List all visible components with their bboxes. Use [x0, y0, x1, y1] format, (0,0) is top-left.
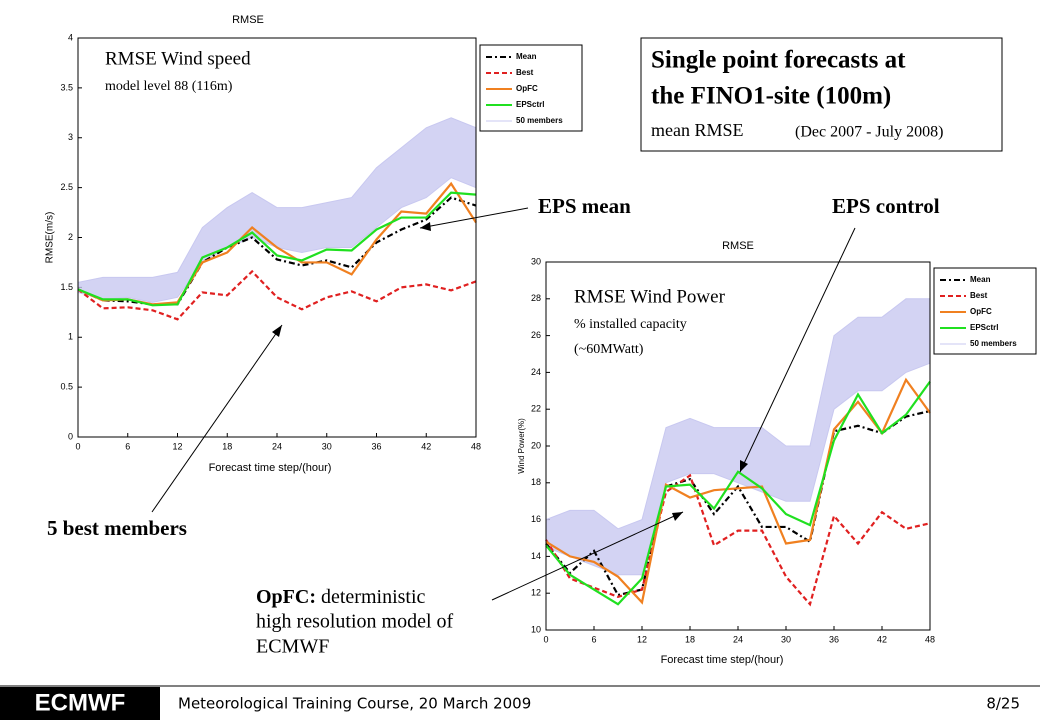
arrowhead: [740, 460, 748, 472]
callout: 5 best members: [47, 516, 187, 540]
y-tick-label: 1.5: [60, 282, 73, 292]
x-tick-label: 36: [829, 634, 839, 644]
legend-label: OpFC: [516, 84, 538, 93]
x-tick-label: 18: [222, 441, 232, 451]
logo: ECMWF: [35, 689, 126, 716]
chart-title: RMSE: [722, 240, 754, 252]
x-tick-label: 18: [685, 634, 695, 644]
callout-head: OpFC:: [256, 586, 316, 608]
arrow: [491, 511, 684, 601]
y-tick-label: 28: [531, 293, 541, 303]
callout: OpFC: deterministic: [256, 586, 426, 608]
y-tick-label: 12: [531, 588, 541, 598]
arrowhead: [272, 325, 282, 337]
plot-annotation-title: RMSE Wind speed: [105, 48, 251, 69]
plot-frame: [545, 261, 931, 631]
legend-label: 50 members: [516, 116, 563, 125]
y-tick-label: 0: [68, 431, 73, 441]
x-tick-label: 12: [637, 634, 647, 644]
y-axis-label: RMSE(m/s): [45, 212, 56, 264]
x-tick-label: 6: [125, 441, 130, 451]
x-tick-label: 48: [925, 634, 935, 644]
x-tick-label: 24: [733, 634, 743, 644]
plot-annotation-title: RMSE Wind Power: [574, 286, 726, 307]
plot-annotation: (~60MWatt): [574, 342, 644, 357]
arrow: [739, 227, 856, 473]
series-line: [77, 191, 477, 307]
arrow: [151, 324, 283, 513]
legend-label: Best: [516, 68, 534, 77]
y-tick-label: 16: [531, 514, 541, 524]
legend-label: EPSctrl: [516, 100, 544, 109]
series-line: [545, 377, 931, 605]
y-tick-label: 4: [68, 32, 73, 42]
series-line: [545, 380, 931, 606]
footer-page: 8/25: [986, 695, 1020, 713]
info-line: mean RMSE: [651, 120, 744, 140]
x-tick-label: 42: [877, 634, 887, 644]
y-tick-label: 3.5: [60, 82, 73, 92]
callout: ECMWF: [256, 636, 329, 658]
x-tick-label: 6: [591, 634, 596, 644]
y-tick-label: 1: [68, 332, 73, 342]
y-tick-label: 22: [531, 404, 541, 414]
y-tick-label: 0.5: [60, 382, 73, 392]
y-tick-label: 30: [531, 256, 541, 266]
footer-course: Meteorological Training Course, 20 March…: [178, 695, 531, 713]
legend-label: Best: [970, 291, 988, 300]
legend-label: 50 members: [970, 339, 1017, 348]
x-tick-label: 48: [471, 441, 481, 451]
info-line: Single point forecasts at: [651, 47, 906, 74]
legend-label: Mean: [970, 275, 991, 284]
y-tick-label: 18: [531, 477, 541, 487]
callout-body: deterministic: [316, 586, 426, 608]
callout: EPS control: [832, 194, 940, 218]
series-line: [545, 409, 931, 597]
info-period: (Dec 2007 - July 2008): [795, 124, 943, 141]
y-tick-label: 20: [531, 440, 541, 450]
y-tick-label: 3: [68, 132, 73, 142]
x-axis-label: Forecast time step/(hour): [661, 654, 784, 666]
y-tick-label: 2.5: [60, 182, 73, 192]
x-tick-label: 30: [781, 634, 791, 644]
info-line: the FINO1-site (100m): [651, 83, 891, 110]
y-tick-label: 10: [531, 624, 541, 634]
plot-annotation: model level 88 (116m): [105, 79, 233, 94]
arrowhead: [672, 512, 683, 521]
plot-annotation: % installed capacity: [574, 317, 687, 332]
legend-label: Mean: [516, 52, 537, 61]
x-tick-label: 0: [543, 634, 548, 644]
series-line: [77, 196, 477, 306]
x-tick-label: 36: [371, 441, 381, 451]
y-tick-label: 2: [68, 232, 73, 242]
series-line: [545, 473, 931, 607]
legend-label: OpFC: [970, 307, 992, 316]
logo-box: [0, 687, 160, 720]
callout: high resolution model of: [256, 611, 454, 633]
arrowhead: [420, 222, 431, 231]
chart-title: RMSE: [232, 14, 264, 26]
x-tick-label: 30: [322, 441, 332, 451]
info-box: [640, 37, 1003, 152]
y-axis-label: Wind Power(%): [517, 418, 526, 474]
y-tick-label: 14: [531, 551, 541, 561]
callout: EPS mean: [538, 194, 631, 218]
arrow: [419, 207, 529, 229]
x-tick-label: 42: [421, 441, 431, 451]
y-tick-label: 24: [531, 367, 541, 377]
y-tick-label: 26: [531, 330, 541, 340]
x-tick-label: 0: [75, 441, 80, 451]
plot-frame: [77, 37, 477, 438]
x-axis-label: Forecast time step/(hour): [209, 462, 332, 474]
x-tick-label: 24: [272, 441, 282, 451]
x-tick-label: 12: [172, 441, 182, 451]
legend-label: EPSctrl: [970, 323, 998, 332]
series-line: [77, 269, 477, 321]
